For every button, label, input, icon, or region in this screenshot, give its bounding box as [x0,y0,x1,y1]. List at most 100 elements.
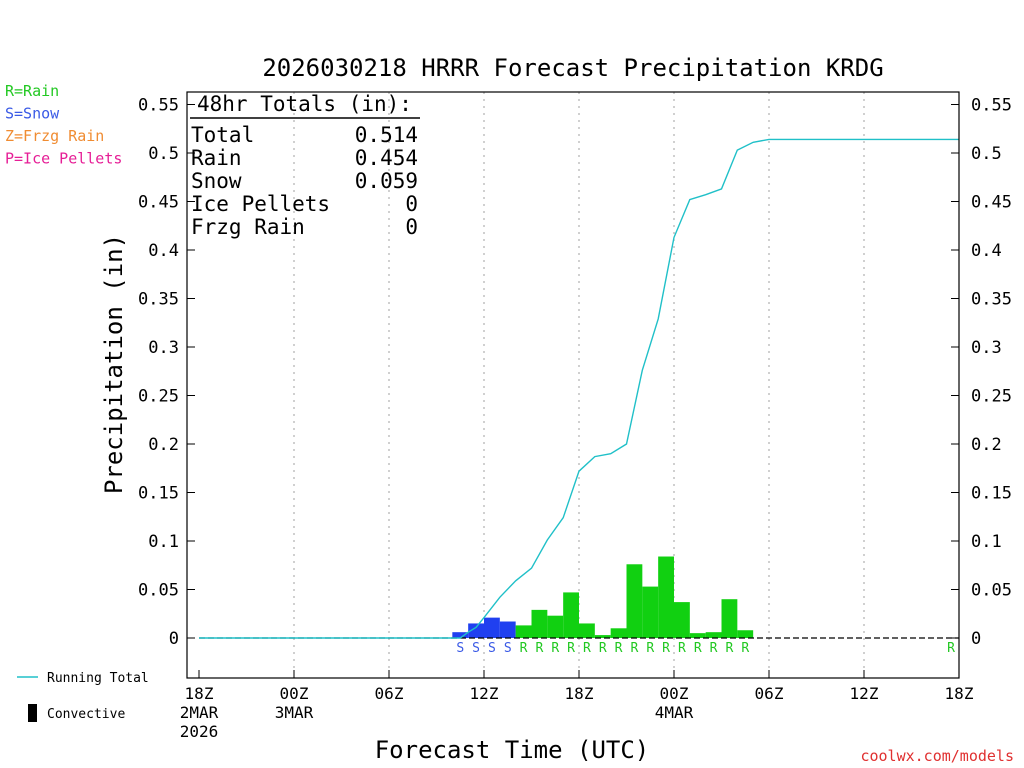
y-tick-label: 0.25 [138,387,179,407]
totals-label: Ice Pellets [191,192,330,216]
credit-link[interactable]: coolwx.com/models [860,747,1014,765]
y-tick-label: 0.15 [971,484,1012,504]
ptype-label: R [710,641,718,656]
ptype-label: R [694,641,702,656]
totals-value: 0 [405,192,418,216]
x-tick-label: 06Z [755,684,784,703]
ptype-key: R=Rain S=Snow Z=Frzg Rain P=Ice Pellets [5,82,122,168]
legend-running-total: Running Total [47,671,149,686]
ptype-label: R [567,641,575,656]
y-tick-label: 0.1 [148,532,179,552]
ptype-label: S [504,641,512,656]
y-tick-label: 0.4 [971,241,1002,261]
ptype-label: S [472,641,480,656]
rain-bar [547,615,564,638]
rain-bar [610,628,627,638]
totals-label: Total [191,123,254,147]
y-tick-label: 0.2 [971,435,1002,455]
x-tick-label: 12Z [470,684,499,703]
convective-swatch [28,704,37,722]
ptype-label: R [615,641,623,656]
y-axis-label: Precipitation (in) [100,234,128,494]
ptype-label: R [741,641,749,656]
ptype-label: S [456,641,464,656]
ptype-label: R [599,641,607,656]
x-tick-label: 3MAR [275,703,314,722]
ptype-label: R [520,641,528,656]
ptype-label: R [726,641,734,656]
x-tick-label: 2026 [180,722,219,741]
totals-box: 48hr Totals (in): Total 0.514 Rain 0.454 Sno… [190,92,420,239]
y-tick-label: 0.5 [148,144,179,164]
y-tick-label: 0.05 [971,581,1012,601]
x-tick-label: 2MAR [180,703,219,722]
y-tick-label: 0.5 [971,144,1002,164]
ptype-label: R [583,641,591,656]
plot-border [186,91,960,679]
legend: Running Total Convective [17,671,149,722]
snow-bar [468,623,484,638]
y-tick-label: 0.35 [971,290,1012,310]
rain-bar [563,592,579,638]
ptype-label: R [662,641,670,656]
y-tick-label: 0 [169,629,179,649]
y-tick-label: 0.55 [138,96,179,116]
y-tick-label: 0.25 [971,387,1012,407]
rain-bar [642,586,659,638]
rain-bar [705,632,722,638]
rain-bar [689,633,706,638]
rain-bar [579,623,595,638]
x-tick-label: 18Z [945,684,974,703]
ptype-key-item: P=Ice Pellets [5,150,122,168]
snow-bar [499,621,516,638]
ptype-label: R [551,641,559,656]
snow-bar [452,632,469,638]
y-tick-label: 0.45 [971,193,1012,213]
plot-frame [186,91,960,679]
ptype-label: R [646,641,654,656]
y-tick-label: 0.3 [971,338,1002,358]
x-tick-label: 00Z [280,684,309,703]
y-tick-label: 0.35 [138,290,179,310]
y-tick-label: 0.15 [138,484,179,504]
y-tick-label: 0.3 [148,338,179,358]
rain-bar [737,630,754,638]
totals-value: 0.514 [355,123,418,147]
x-tick-label: 06Z [375,684,404,703]
totals-label: Frzg Rain [191,215,305,239]
y-tick-label: 0 [971,629,981,649]
ptype-key-item: Z=Frzg Rain [5,127,104,145]
ptype-label: R [536,641,544,656]
rain-bar [515,625,532,638]
running-total-group [199,138,959,639]
ptype-key-item: R=Rain [5,82,59,100]
y-tick-label: 0.1 [971,532,1002,552]
rain-bar [531,609,548,638]
x-tick-label: 18Z [565,684,594,703]
y-axis-left: 0 0.05 0.1 0.15 0.2 0.25 0.3 0.35 0.4 0.45 0.5 0.55 [138,96,195,649]
snow-bar [484,617,500,638]
y-tick-label: 0.55 [971,96,1012,116]
rain-bar [594,635,611,638]
rain-bar [674,602,690,638]
x-axis-label: Forecast Time (UTC) [375,736,650,764]
legend-convective: Convective [47,707,125,722]
totals-heading: 48hr Totals (in): [197,92,412,116]
x-tick-label: 4MAR [655,703,694,722]
ptype-label: S [488,641,496,656]
bars-group [452,556,754,638]
y-tick-label: 0.2 [148,435,179,455]
x-tick-label: 12Z [850,684,879,703]
rain-bar [721,599,738,638]
ptype-label: R [678,641,686,656]
totals-label: Rain [191,146,242,170]
y-axis-right: 0 0.05 0.1 0.15 0.2 0.25 0.3 0.35 0.4 0.45 0.5 0.55 [951,96,1012,649]
x-tick-label: 18Z [185,684,214,703]
totals-value: 0.059 [355,169,418,193]
rain-bar [658,556,674,638]
rain-bar [626,564,643,638]
running-total-line [199,138,959,639]
